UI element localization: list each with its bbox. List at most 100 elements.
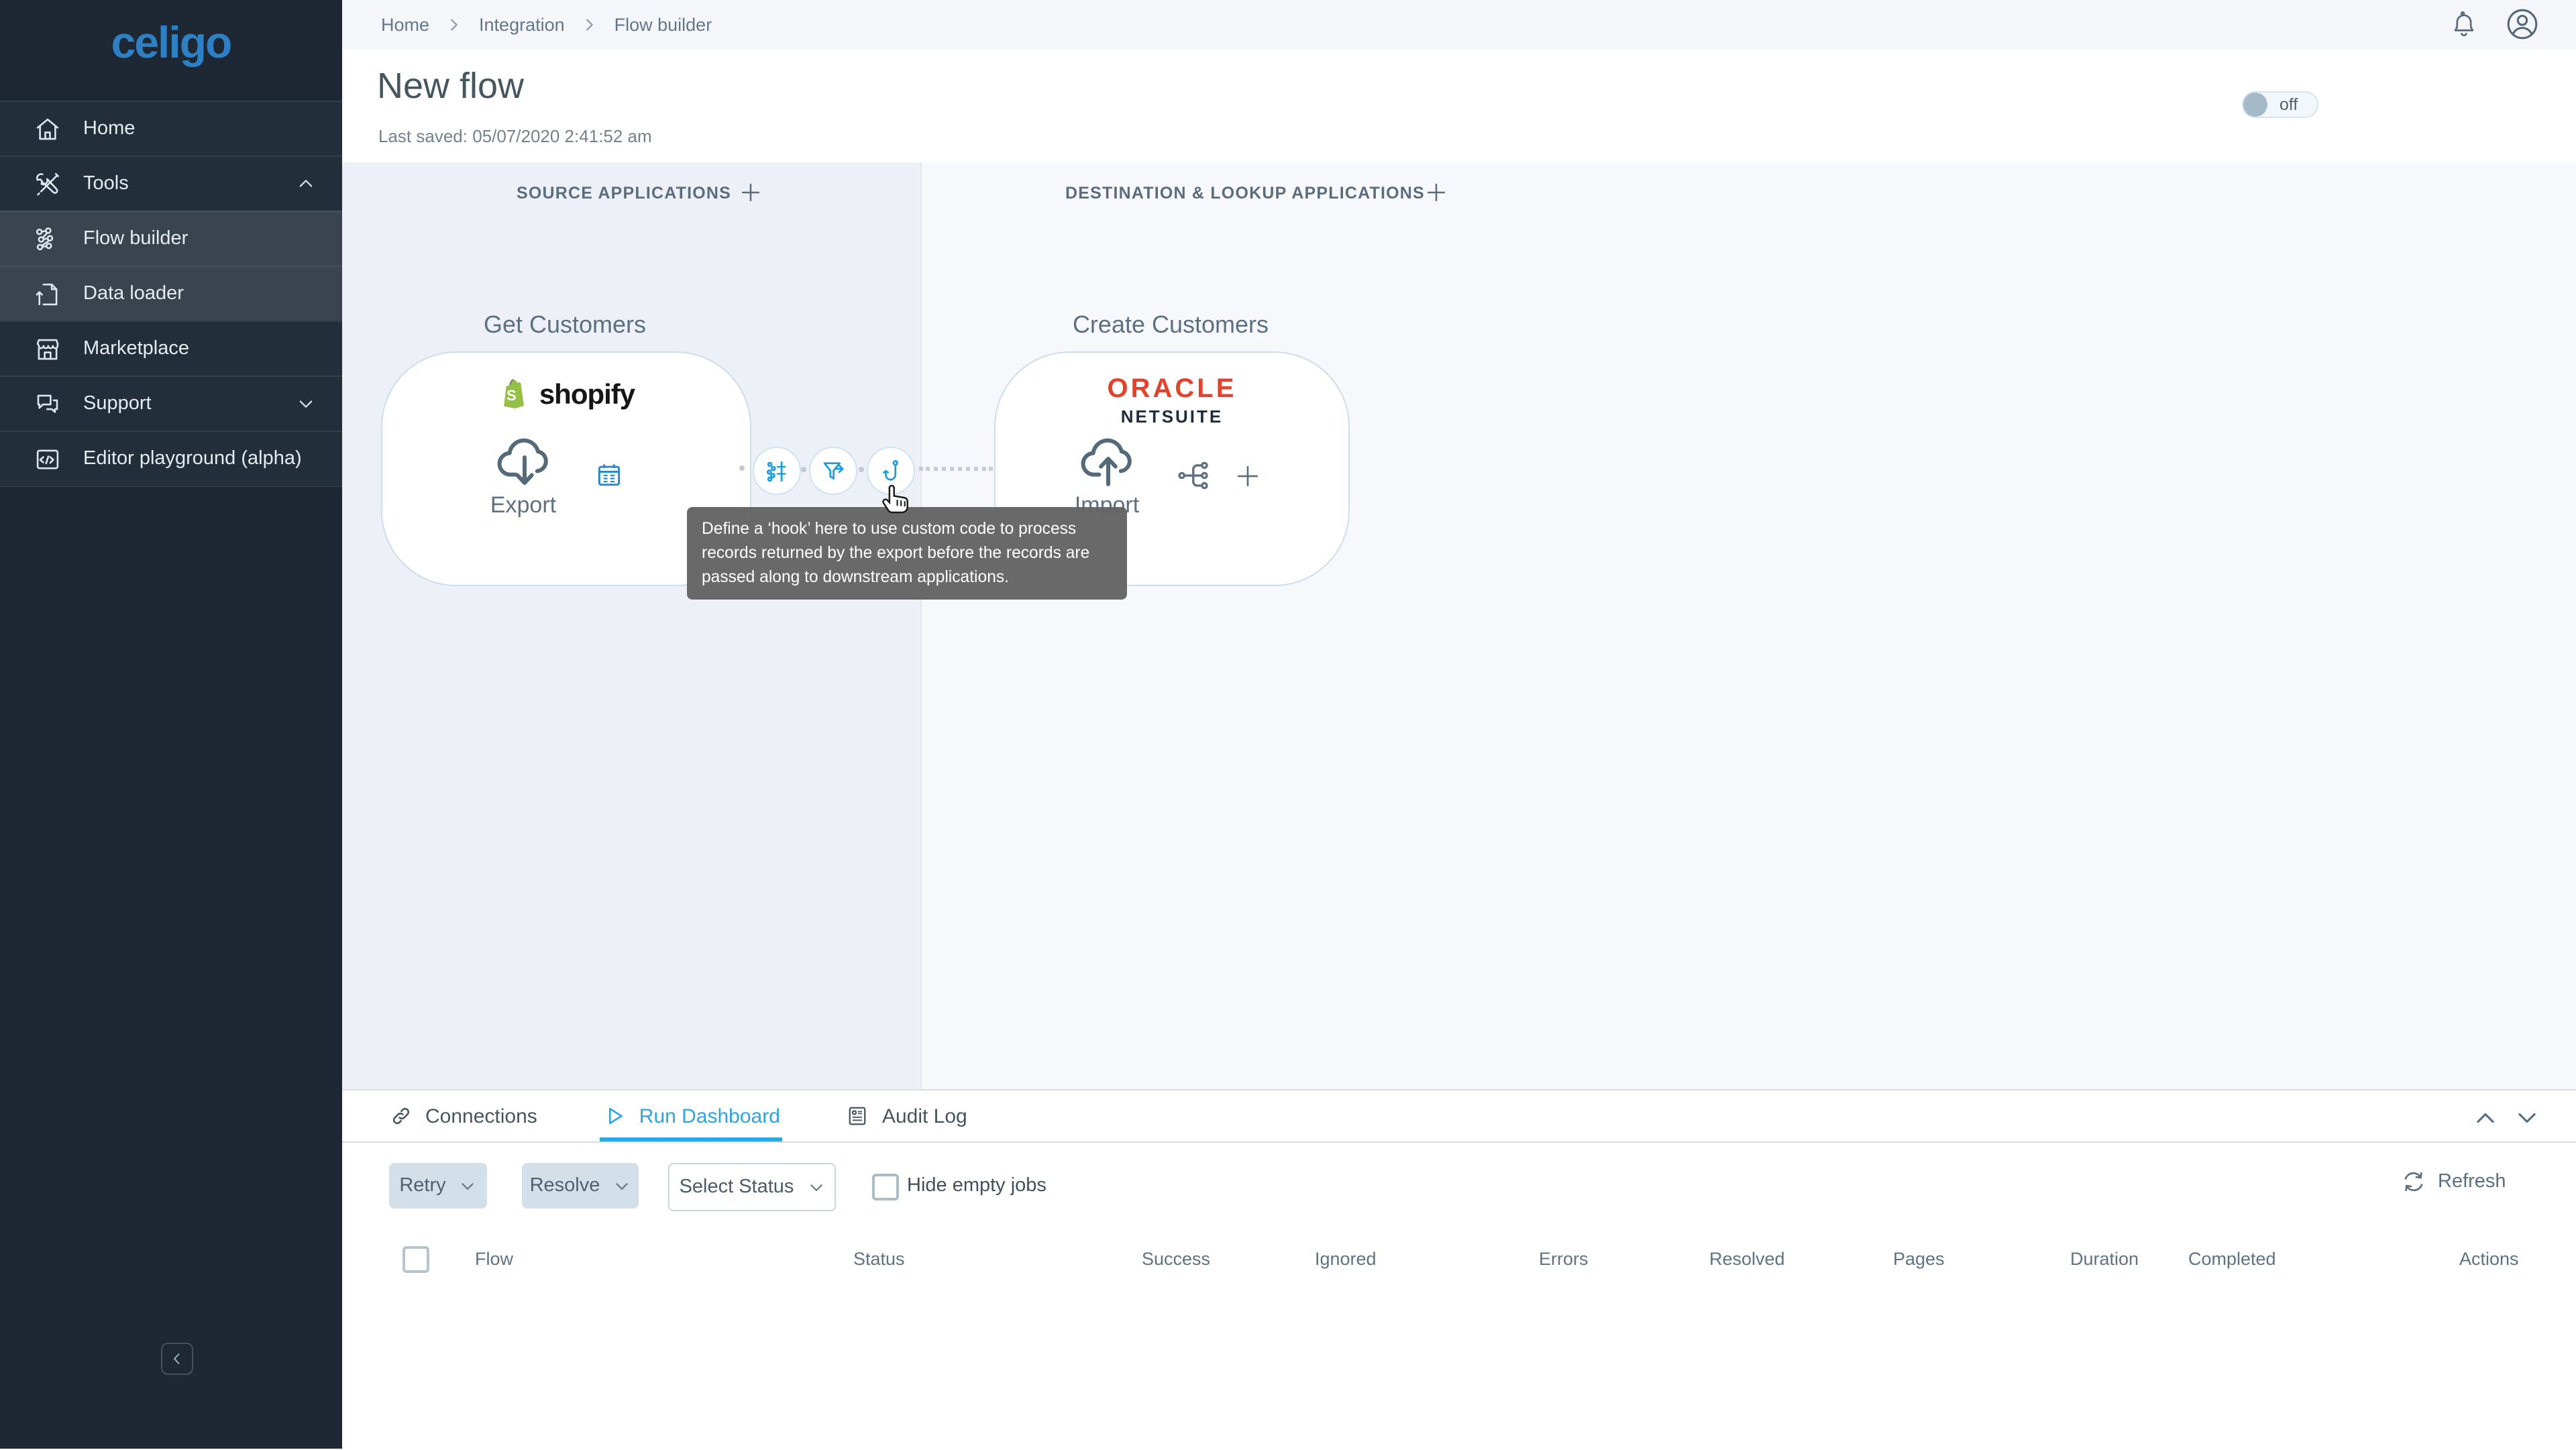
column-header-ignored[interactable]: Ignored — [1315, 1249, 1377, 1269]
page-title: New flow — [377, 66, 525, 106]
add-import-processor-button[interactable] — [1233, 461, 1263, 491]
refresh-button[interactable]: Refresh — [2400, 1168, 2506, 1195]
breadcrumb-bar: Home Integration Flow builder — [342, 0, 2576, 50]
chevron-down-icon — [807, 1178, 824, 1196]
link-icon — [389, 1104, 413, 1128]
add-source-button[interactable] — [738, 180, 763, 205]
calendar-icon — [598, 464, 621, 486]
destination-block-title: Create Customers — [1072, 311, 1269, 338]
filter-button[interactable] — [809, 447, 857, 495]
retry-label: Retry — [399, 1175, 446, 1196]
tab-label: Connections — [425, 1105, 537, 1127]
sidebar-item-home[interactable]: Home — [0, 101, 342, 156]
sidebar-nav: Home Tools Flow builder — [0, 101, 342, 487]
select-all-checkbox[interactable] — [402, 1246, 429, 1273]
column-header-errors[interactable]: Errors — [1539, 1249, 1589, 1269]
filter-icon — [822, 461, 843, 479]
column-header-resolved[interactable]: Resolved — [1709, 1249, 1785, 1269]
oracle-wordmark: ORACLE — [1107, 374, 1237, 404]
sidebar-item-flow-builder[interactable]: Flow builder — [0, 211, 342, 266]
svg-text:S: S — [506, 387, 517, 404]
transform-button[interactable] — [753, 447, 801, 495]
hide-empty-jobs-label: Hide empty jobs — [907, 1175, 1046, 1196]
flow-on-off-toggle[interactable]: off — [2242, 91, 2318, 118]
sidebar-item-marketplace[interactable]: Marketplace — [0, 321, 342, 376]
notifications-bell-icon[interactable] — [2449, 9, 2479, 40]
chevron-down-icon — [613, 1177, 631, 1194]
account-avatar[interactable] — [2505, 7, 2540, 42]
tab-run-dashboard[interactable]: Run Dashboard — [600, 1091, 784, 1141]
add-destination-button[interactable] — [1424, 180, 1449, 205]
mapping-button[interactable] — [1175, 457, 1212, 494]
column-header-status[interactable]: Status — [853, 1249, 905, 1269]
breadcrumb-integration[interactable]: Integration — [479, 15, 565, 35]
chevron-down-icon — [2518, 1113, 2536, 1123]
column-header-pages[interactable]: Pages — [1893, 1249, 1945, 1269]
import-node[interactable] — [1076, 431, 1140, 495]
shopify-logo: S shopify — [382, 377, 750, 414]
drawer-tab-bar: Connections Run Dashboard Audit Log — [342, 1091, 2576, 1143]
breadcrumb-flow-builder[interactable]: Flow builder — [614, 15, 712, 35]
column-header-duration[interactable]: Duration — [2070, 1249, 2139, 1269]
tab-connections[interactable]: Connections — [389, 1091, 537, 1141]
column-header-completed[interactable]: Completed — [2188, 1249, 2276, 1269]
chevron-left-icon — [169, 1351, 185, 1367]
audit-log-icon — [846, 1104, 870, 1128]
hand-cursor-icon — [881, 479, 912, 515]
plus-icon — [1237, 465, 1258, 487]
sidebar-item-tools[interactable]: Tools — [0, 156, 342, 211]
play-icon — [603, 1104, 627, 1128]
select-status-value: Select Status — [679, 1176, 794, 1198]
sidebar-item-label: Home — [83, 118, 136, 140]
branch-icon — [1178, 461, 1208, 490]
connector-dot — [801, 467, 806, 472]
collapse-sidebar-button[interactable] — [161, 1343, 193, 1375]
retry-button[interactable]: Retry — [389, 1163, 487, 1209]
refresh-icon — [2404, 1172, 2423, 1192]
chevron-down-icon — [460, 1177, 477, 1194]
source-block-title: Get Customers — [483, 311, 647, 338]
expand-panel-button[interactable] — [2473, 1105, 2498, 1128]
sidebar: celigo Home Tools F — [0, 0, 342, 1449]
title-bar: New flow Last saved: 05/07/2020 2:41:52 … — [342, 50, 2576, 164]
select-status-dropdown[interactable]: Select Status — [668, 1163, 836, 1211]
collapse-panel-button[interactable] — [2514, 1105, 2540, 1128]
column-header-actions[interactable]: Actions — [2459, 1249, 2519, 1269]
resolve-button[interactable]: Resolve — [522, 1163, 639, 1209]
sidebar-item-data-loader[interactable]: Data loader — [0, 266, 342, 321]
export-node-label: Export — [490, 492, 557, 518]
cloud-upload-icon — [1081, 438, 1132, 486]
connector-dot — [739, 465, 745, 471]
breadcrumb-home[interactable]: Home — [381, 15, 430, 35]
export-node[interactable] — [492, 431, 557, 495]
export-schedule-button[interactable] — [594, 460, 624, 490]
transform-icon — [765, 461, 786, 482]
flow-canvas: SOURCE APPLICATIONS DESTINATION & LOOKUP… — [342, 162, 2576, 1089]
column-header-flow[interactable]: Flow — [475, 1249, 514, 1269]
source-flow-block[interactable]: S shopify Export — [381, 351, 751, 586]
refresh-label: Refresh — [2438, 1171, 2506, 1192]
tab-audit-log[interactable]: Audit Log — [846, 1091, 967, 1141]
sidebar-item-support[interactable]: Support — [0, 376, 342, 431]
connector-dotted-line — [919, 467, 993, 471]
sidebar-item-label: Data loader — [83, 283, 184, 304]
cloud-download-icon — [497, 438, 548, 485]
sidebar-item-label: Editor playground (alpha) — [83, 448, 302, 469]
sidebar-item-editor-playground[interactable]: Editor playground (alpha) — [0, 431, 342, 486]
source-applications-label: SOURCE APPLICATIONS — [517, 184, 732, 203]
breadcrumb: Home Integration Flow builder — [381, 0, 712, 50]
source-pane — [342, 162, 922, 1089]
resolve-label: Resolve — [529, 1175, 600, 1196]
hide-empty-jobs-checkbox[interactable] — [872, 1174, 899, 1201]
breadcrumb-separator-icon — [447, 17, 462, 32]
breadcrumb-separator-icon — [582, 17, 597, 32]
column-header-success[interactable]: Success — [1142, 1249, 1211, 1269]
sidebar-item-label: Tools — [83, 173, 129, 194]
data-loader-icon — [34, 280, 62, 308]
sidebar-item-label: Marketplace — [83, 338, 189, 359]
bottom-drawer: Connections Run Dashboard Audit Log — [342, 1089, 2576, 1450]
support-icon — [34, 390, 62, 418]
oracle-netsuite-logo: ORACLE NETSUITE — [996, 374, 1348, 427]
hook-tooltip: Define a ‘hook’ here to use custom code … — [687, 507, 1127, 600]
